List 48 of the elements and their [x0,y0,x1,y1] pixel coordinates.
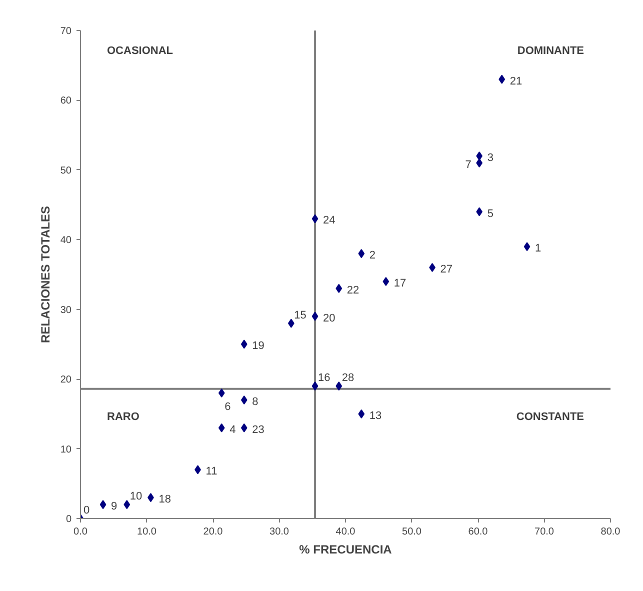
annotation: 20 [323,312,336,324]
annotation: 28 [342,372,354,384]
x-tick-label: 20.0 [203,526,224,538]
x-tick-label: 40.0 [336,526,356,538]
annotation: 21 [510,75,522,88]
y-tick-label: 40 [60,235,72,246]
y-tick-label: 50 [60,165,72,176]
annotation: 0 [84,504,90,516]
annotation: 13 [369,410,382,422]
annotation: 7 [465,158,472,171]
x-tick-label: 80.0 [600,526,621,538]
annotation: OCASIONAL [107,45,174,58]
x-axis-title: % FRECUENCIA [299,542,392,556]
annotation: 27 [440,264,453,276]
y-axis-title: RELACIONES TOTALES [38,206,52,343]
annotation: 1 [535,242,542,255]
x-tick-label: 70.0 [534,526,554,538]
y-tick-label: 10 [60,444,72,456]
annotation: 4 [230,424,236,436]
annotation: 2 [369,250,376,262]
x-tick-label: 10.0 [137,526,157,538]
x-tick-label: 60.0 [468,526,488,538]
annotation: 5 [487,208,494,220]
annotation: 24 [323,214,336,227]
annotation: 18 [158,494,171,506]
annotation: 8 [252,396,258,408]
y-tick-label: 60 [60,96,72,107]
x-tick-label: 0.0 [74,526,88,538]
annotation: RARO [107,411,140,424]
annotation: 9 [111,500,118,513]
annotation: 11 [206,466,218,478]
y-tick-label: 70 [60,26,72,37]
y-tick-label: 0 [66,514,72,525]
annotation: 3 [487,152,494,164]
annotation: CONSTANTE [516,411,584,424]
annotation: 22 [346,284,360,296]
y-tick-label: 20 [60,374,72,386]
annotation: 17 [394,277,406,290]
y-tick-label: 30 [60,304,72,316]
annotation: 19 [252,340,264,352]
annotation: 15 [294,309,306,322]
annotation: 6 [224,401,231,414]
annotation: 23 [252,424,264,436]
annotation: 10 [130,490,142,503]
x-tick-label: 30.0 [270,526,290,538]
x-tick-label: 50.0 [402,526,422,538]
annotation: DOMINANTE [517,45,584,58]
annotation: 16 [318,372,330,384]
